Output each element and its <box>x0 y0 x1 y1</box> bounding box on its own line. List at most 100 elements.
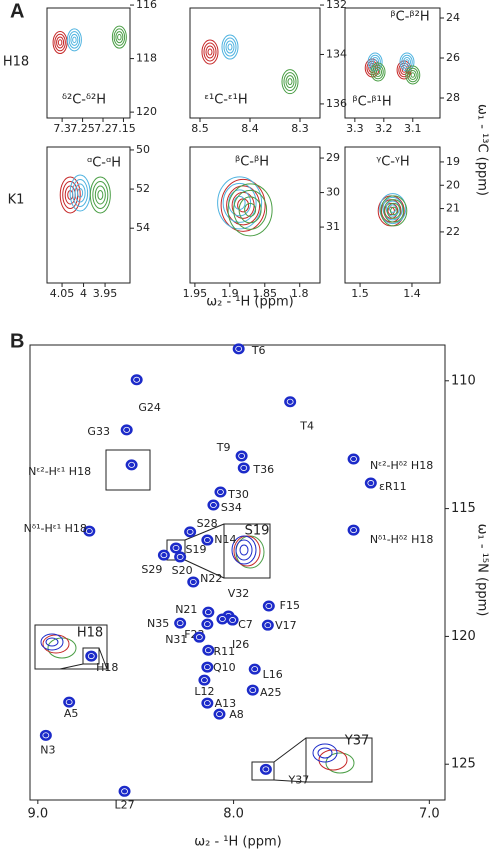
contour <box>225 40 235 54</box>
peak <box>248 663 261 675</box>
contour <box>176 620 184 627</box>
contour <box>382 196 404 221</box>
y-tick-label: 26 <box>446 51 460 64</box>
x-tick-label: 3.2 <box>375 122 393 135</box>
x-tick-label: 8.5 <box>191 122 209 135</box>
plot-frame <box>189 7 321 119</box>
contour <box>284 396 297 408</box>
contour <box>227 43 233 51</box>
contour <box>233 189 268 230</box>
box <box>223 523 271 579</box>
y-tick-label: 21 <box>446 202 460 215</box>
contour <box>120 424 133 436</box>
x-tick-label: 3.95 <box>93 287 118 300</box>
peak-label: V32 <box>228 587 250 600</box>
peak-label: A8 <box>229 708 244 721</box>
y-tick-label: 22 <box>446 225 460 238</box>
peak <box>261 619 274 631</box>
x-tick-label: 7.0 <box>419 807 440 822</box>
contour <box>201 618 214 630</box>
peak <box>174 617 187 629</box>
x-axis-label: ω₂ - ¹H (ppm) <box>206 295 293 310</box>
y-tick-label: 120 <box>136 105 157 118</box>
contour <box>222 182 257 223</box>
contour <box>74 183 86 203</box>
plot-frame <box>46 146 131 284</box>
contour <box>202 606 215 618</box>
peak-label: T30 <box>227 488 249 501</box>
peak <box>184 526 197 538</box>
contour <box>203 700 211 707</box>
y-tick-label: 28 <box>446 91 460 104</box>
y-tick-label: 132 <box>326 0 347 11</box>
contour <box>54 33 66 52</box>
contour <box>286 398 294 405</box>
contour <box>172 544 180 551</box>
x-tick-label: 7.2 <box>94 122 112 135</box>
contour <box>283 72 297 92</box>
peak <box>214 486 227 498</box>
peak-label: N14 <box>214 533 236 546</box>
contour <box>347 453 360 465</box>
contour <box>367 480 375 487</box>
peak-label: G33 <box>87 425 110 438</box>
peak <box>364 477 377 489</box>
x-tick-label: 8.3 <box>291 122 309 135</box>
contour <box>70 33 79 46</box>
contour <box>201 534 214 546</box>
peak-contours <box>221 34 239 60</box>
contour <box>195 634 203 641</box>
peak-label: G24 <box>138 401 161 414</box>
annotation: ᵝC-ᵝ²H <box>390 10 429 25</box>
contour <box>216 613 229 625</box>
contour <box>187 576 200 588</box>
y-tick-label: 30 <box>326 186 340 199</box>
contour <box>238 452 246 459</box>
contour <box>189 578 197 585</box>
contour <box>97 189 104 200</box>
peak <box>201 618 214 630</box>
peak <box>262 600 275 612</box>
peak-contours <box>281 69 299 95</box>
contour <box>65 699 73 706</box>
x-tick-label: 1.95 <box>183 287 208 300</box>
contour <box>364 477 377 489</box>
peak-label: N31 <box>165 633 187 646</box>
contour <box>193 631 206 643</box>
y-tick-label: 29 <box>326 151 340 164</box>
contour <box>87 653 95 660</box>
panel-label: A <box>10 0 24 22</box>
inset-label: H18 <box>77 626 103 641</box>
box <box>305 737 373 783</box>
peak <box>157 549 170 561</box>
contour <box>217 488 224 495</box>
contour <box>72 178 89 207</box>
contour <box>281 69 299 95</box>
contour <box>240 464 248 471</box>
contour <box>160 552 168 559</box>
peak-label: S29 <box>141 563 162 576</box>
peak <box>201 534 214 546</box>
contour <box>56 36 65 49</box>
peak-label: L12 <box>194 685 214 698</box>
contour <box>83 525 96 537</box>
peak-label: S28 <box>197 517 218 530</box>
contour <box>130 374 143 386</box>
contour <box>408 70 417 80</box>
contour <box>207 48 213 56</box>
contour <box>174 551 187 563</box>
x-tick-label: 1.9 <box>221 287 239 300</box>
contour <box>251 666 259 673</box>
peak-contours <box>380 195 408 227</box>
peak-label: R11 <box>214 645 236 658</box>
contour <box>387 206 395 216</box>
contour <box>265 602 273 609</box>
peak <box>198 674 211 686</box>
annotation: ᵝC-ᵝ¹H <box>352 95 391 110</box>
contour <box>259 763 272 775</box>
contour <box>246 684 259 696</box>
contour <box>174 617 187 629</box>
y-tick-label: 118 <box>136 52 157 65</box>
contour <box>115 31 124 44</box>
x-tick-label: 8.4 <box>241 122 259 135</box>
